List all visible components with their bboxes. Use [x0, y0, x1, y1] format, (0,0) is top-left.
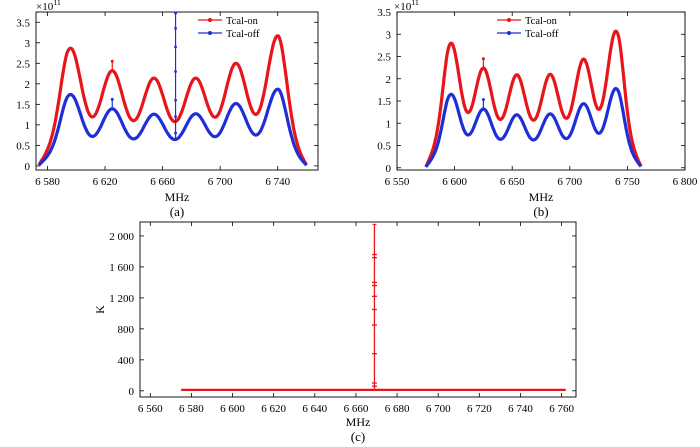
y-tick-label: 800: [118, 324, 135, 336]
y-tick-label: 0.5: [377, 141, 391, 153]
spike-marker: [481, 57, 485, 61]
y-tick-label: 2.5: [377, 52, 391, 64]
x-tick-label: 6 700: [426, 403, 451, 415]
panel-label: (b): [533, 204, 548, 219]
plot-frame: [35, 11, 319, 171]
y-tick-label: 400: [118, 355, 135, 367]
y-tick-label: 0: [129, 386, 135, 398]
legend-marker: [208, 31, 212, 35]
y-tick-label: 2.5: [16, 58, 30, 70]
y-tick-label: 1: [386, 118, 392, 130]
spike-marker: [174, 11, 178, 15]
spike-marker: [110, 97, 114, 101]
legend-marker: [507, 18, 511, 22]
y-axis-label: K: [93, 305, 107, 314]
y-tick-label: 1: [25, 120, 31, 132]
y-tick-label: 0: [386, 163, 392, 175]
y-tick-label: 1 600: [109, 262, 134, 274]
y-exponent-label: ×1011: [36, 0, 61, 13]
y-tick-label: 1.5: [377, 96, 391, 108]
x-tick-label: 6 680: [385, 403, 410, 415]
x-tick-label: 6 700: [557, 176, 582, 188]
x-tick-label: 6 580: [35, 176, 60, 188]
y-exponent-power: 11: [411, 0, 419, 7]
x-tick-label: 6 750: [615, 176, 640, 188]
legend-label: Tcal-on: [226, 16, 259, 27]
panel-label: (c): [351, 429, 365, 444]
y-tick-label: 3.5: [377, 7, 391, 19]
series-line-tcal-on: [424, 29, 643, 168]
y-tick-label: 0.5: [16, 140, 30, 152]
x-tick-label: 6 700: [208, 176, 233, 188]
y-tick-label: 3: [25, 38, 31, 50]
y-tick-label: 0: [25, 161, 31, 173]
panel-b-chart: 6 550 6 600 6 650 6 700 6 750 6 800 0 0.5 1 1.5 2 2…: [377, 0, 698, 219]
spike-marker: [481, 98, 485, 102]
x-tick-label: 6 800: [673, 176, 698, 188]
spike-marker: [174, 27, 177, 30]
x-tick-label: 6 740: [265, 176, 290, 188]
x-tick-label: 6 640: [302, 403, 327, 415]
x-tick-label: 6 650: [500, 176, 525, 188]
series-line-tcal-off: [37, 87, 308, 167]
spike-marker: [174, 70, 177, 73]
y-exponent-power: 11: [53, 0, 61, 7]
y-tick-label: 2: [25, 79, 31, 91]
panel-a-chart: 6 580 6 620 6 660 6 700 6 740 0 0.5 1 1.5 2 2.5 3 3.…: [16, 0, 319, 219]
x-tick-label: 6 720: [467, 403, 492, 415]
spike-marker: [174, 115, 177, 119]
x-tick-label: 6 620: [93, 176, 118, 188]
x-tick-label: 6 620: [261, 403, 286, 415]
x-tick-label: 6 660: [344, 403, 369, 415]
y-tick-label: 1 200: [109, 293, 134, 305]
x-tick-label: 6 760: [549, 403, 574, 415]
series-line-tcal-on: [37, 34, 308, 166]
spike-marker: [174, 98, 177, 102]
y-tick-label: 3: [386, 29, 392, 41]
legend-marker: [208, 18, 212, 22]
x-tick-label: 6 600: [220, 403, 245, 415]
y-tick-label: 2: [386, 74, 392, 86]
x-tick-label: 6 660: [150, 176, 175, 188]
x-axis-label: MHz: [165, 190, 190, 204]
panel-label: (a): [170, 204, 184, 219]
series-line-tcal-off: [424, 86, 643, 168]
x-tick-label: 6 550: [385, 176, 410, 188]
legend-label: Tcal-off: [226, 29, 260, 40]
x-tick-label: 6 560: [138, 403, 163, 415]
x-tick-label: 6 600: [442, 176, 467, 188]
panel-c-chart: 6 560 6 580 6 600 6 620 6 640 6 660 6 680 6 700…: [93, 221, 577, 444]
spike-marker: [174, 131, 177, 135]
plot-frame: [139, 221, 577, 398]
spike-marker: [110, 59, 114, 63]
x-tick-label: 6 740: [508, 403, 533, 415]
x-axis-label: MHz: [346, 415, 371, 429]
plot-frame: [396, 11, 686, 171]
legend-label: Tcal-on: [525, 16, 558, 27]
y-exponent-label: ×1011: [394, 0, 419, 13]
y-tick-label: 3.5: [16, 17, 30, 29]
x-tick-label: 6 580: [179, 403, 204, 415]
x-axis-label: MHz: [529, 190, 554, 204]
spike-marker: [174, 45, 177, 49]
legend-marker: [507, 31, 511, 35]
y-tick-label: 1.5: [16, 99, 30, 111]
legend-label: Tcal-off: [525, 29, 559, 40]
y-tick-label: 2 000: [109, 231, 134, 243]
